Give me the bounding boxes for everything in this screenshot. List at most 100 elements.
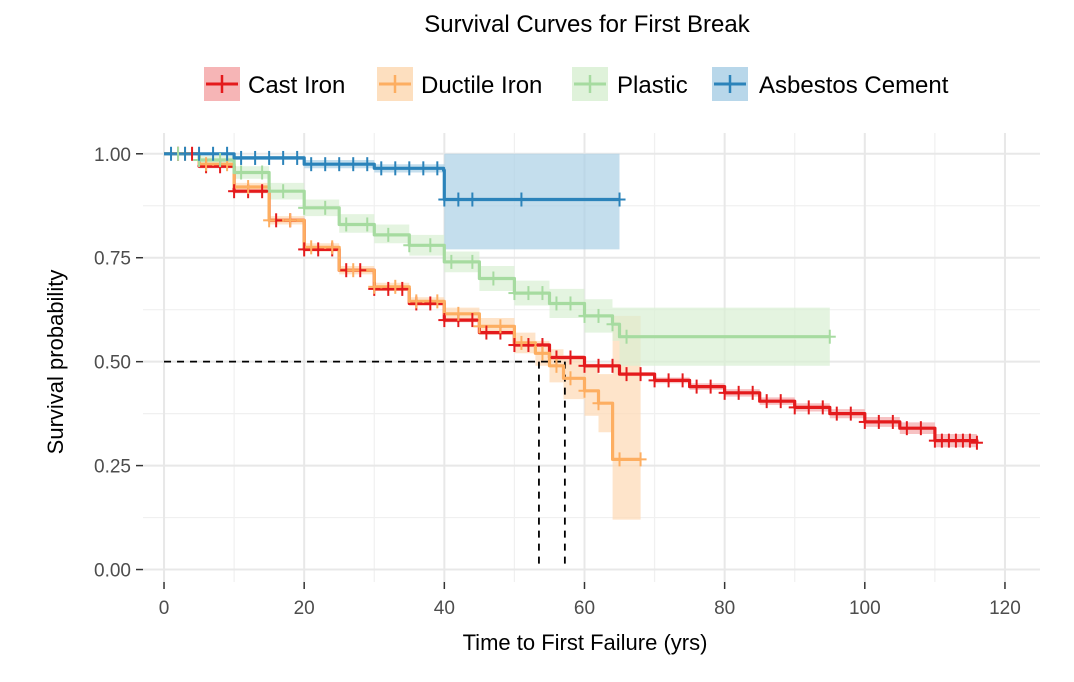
median-lines: [164, 360, 566, 570]
censor-mark-asbestos-cement: [193, 146, 206, 161]
x-tick-label: 80: [714, 598, 735, 619]
censor-mark-ductile-iron: [200, 157, 213, 172]
censor-mark-asbestos-cement: [361, 157, 374, 172]
censor-mark-plastic: [487, 271, 500, 286]
legend-item-plastic: Plastic: [572, 67, 688, 101]
censor-mark-asbestos-cement: [291, 150, 304, 165]
censor-mark-cast-iron: [424, 296, 437, 311]
censor-mark-cast-iron: [900, 421, 913, 436]
x-tick-label: 100: [849, 598, 881, 619]
censor-mark-cast-iron: [970, 435, 983, 450]
censor-mark-cast-iron: [858, 414, 871, 429]
legend-label-cast-iron: Cast Iron: [248, 72, 345, 99]
censor-mark-plastic: [403, 238, 416, 253]
censor-mark-ductile-iron: [634, 452, 647, 467]
y-tick-label: 1.00: [94, 145, 131, 166]
censor-mark-cast-iron: [718, 385, 731, 400]
censor-mark-ductile-iron: [592, 396, 605, 411]
censor-mark-cast-iron: [914, 421, 927, 436]
censor-mark-plastic: [214, 153, 227, 168]
censor-mark-asbestos-cement: [389, 161, 402, 176]
legend: Cast Iron Ductile Iron Plastic Asbestos Cem…: [204, 67, 949, 101]
censor-mark-asbestos-cement: [438, 192, 451, 207]
censor-mark-cast-iron: [466, 313, 479, 328]
x-axis: 0 20 40 60 80 100 120: [159, 582, 1021, 619]
censor-mark-asbestos-cement: [319, 157, 332, 172]
censor-mark-cast-iron: [312, 242, 325, 257]
censor-mark-asbestos-cement: [235, 150, 248, 165]
censor-mark-asbestos-cement: [515, 192, 528, 207]
x-tick-label: 60: [574, 598, 595, 619]
censor-mark-asbestos-cement: [613, 192, 626, 207]
censor-mark-cast-iron: [963, 433, 976, 448]
censor-mark-ductile-iron: [305, 240, 318, 255]
censor-mark-cast-iron: [592, 358, 605, 373]
censor-mark-plastic: [823, 329, 836, 344]
censor-mark-ductile-iron: [564, 371, 577, 386]
censor-mark-cast-iron: [844, 406, 857, 421]
censor-mark-cast-iron: [872, 414, 885, 429]
censor-mark-plastic: [256, 165, 269, 180]
censor-mark-cast-iron: [732, 385, 745, 400]
legend-label-plastic: Plastic: [617, 72, 688, 99]
censor-mark-cast-iron: [648, 373, 661, 388]
censor-mark-plastic: [298, 200, 311, 215]
censor-mark-cast-iron: [480, 325, 493, 340]
censor-mark-cast-iron: [690, 379, 703, 394]
line-asbestos-cement: [164, 152, 620, 202]
censor-mark-ductile-iron: [515, 335, 528, 350]
censor-mark-cast-iron: [704, 379, 717, 394]
censor-mark-plastic: [361, 217, 374, 232]
plot-area: [143, 133, 1040, 582]
censor-mark-ductile-iron: [389, 279, 402, 294]
censor-mark-plastic: [550, 296, 563, 311]
censor-mark-cast-iron: [228, 184, 241, 199]
legend-item-ductile-iron: Ductile Iron: [377, 67, 542, 101]
censor-mark-plastic: [424, 238, 437, 253]
censor-mark-ductile-iron: [410, 294, 423, 309]
censor-mark-ductile-iron: [326, 240, 339, 255]
censor-mark-plastic: [466, 254, 479, 269]
x-tick-label: 0: [159, 598, 170, 619]
censor-mark-plastic: [522, 286, 535, 301]
censor-mark-cast-iron: [816, 400, 829, 415]
censor-mark-asbestos-cement: [165, 146, 178, 161]
censor-mark-ductile-iron: [368, 279, 381, 294]
censor-mark-cast-iron: [606, 358, 619, 373]
x-axis-title: Time to First Failure (yrs): [463, 630, 708, 655]
censor-mark-asbestos-cement: [417, 161, 430, 176]
censor-mark-cast-iron: [634, 367, 647, 382]
censor-mark-asbestos-cement: [277, 150, 290, 165]
censor-mark-asbestos-cement: [375, 161, 388, 176]
censor-mark-plastic: [277, 184, 290, 199]
censor-mark-plastic: [382, 227, 395, 242]
censor-mark-asbestos-cement: [431, 161, 444, 176]
y-axis: 0.00 0.25 0.50 0.75 1.00: [94, 145, 143, 582]
censor-mark-cast-iron: [746, 385, 759, 400]
censor-mark-plastic: [620, 329, 633, 344]
censor-mark-plastic: [445, 254, 458, 269]
censor-mark-plastic: [592, 308, 605, 323]
censor-mark-ductile-iron: [578, 383, 591, 398]
censor-mark-asbestos-cement: [221, 146, 234, 161]
x-tick-label: 20: [294, 598, 315, 619]
censor-mark-cast-iron: [382, 281, 395, 296]
censor-mark-ductile-iron: [284, 213, 297, 228]
y-tick-label: 0.75: [94, 249, 131, 270]
censor-mark-ductile-iron: [452, 306, 465, 321]
censor-mark-cast-iron: [774, 394, 787, 409]
censor-mark-cast-iron: [830, 406, 843, 421]
censor-mark-ductile-iron: [613, 452, 626, 467]
censor-mark-asbestos-cement: [403, 161, 416, 176]
legend-item-cast-iron: Cast Iron: [204, 67, 345, 101]
censor-mark-asbestos-cement: [466, 192, 479, 207]
censor-mark-asbestos-cement: [333, 157, 346, 172]
censor-mark-asbestos-cement: [263, 150, 276, 165]
y-tick-label: 0.25: [94, 457, 131, 478]
censor-mark-asbestos-cement: [207, 146, 220, 161]
band-asbestos-cement: [164, 153, 620, 250]
censor-marks: [165, 146, 983, 467]
censor-mark-plastic: [536, 286, 549, 301]
censor-mark-plastic: [606, 317, 619, 332]
